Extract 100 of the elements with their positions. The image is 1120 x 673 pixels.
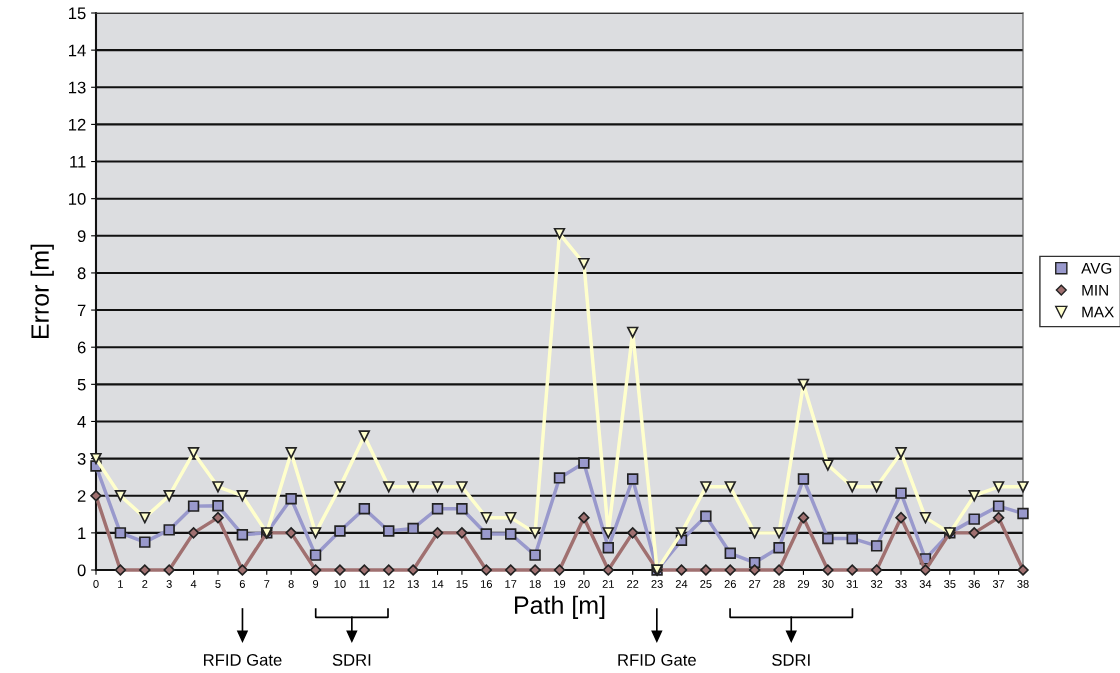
y-tick-label: 4 <box>77 416 86 428</box>
point <box>431 527 444 539</box>
point <box>285 527 297 539</box>
point <box>285 446 297 459</box>
x-tick-label: 13 <box>407 580 419 588</box>
y-tick-label: 3 <box>77 453 86 465</box>
x-tick-label: 1 <box>118 580 123 588</box>
point <box>358 503 371 515</box>
point <box>505 511 517 524</box>
point <box>334 525 346 537</box>
point <box>578 257 590 270</box>
x-tick-label: 20 <box>578 580 590 588</box>
point <box>822 532 834 545</box>
point <box>919 511 932 524</box>
point <box>578 511 590 524</box>
point <box>139 536 151 548</box>
y-tick-label: 13 <box>69 81 86 94</box>
point <box>505 528 517 540</box>
point <box>431 481 444 493</box>
x-tick-label: 31 <box>846 580 858 588</box>
point <box>529 564 541 576</box>
point <box>724 564 737 576</box>
y-tick-label: 0 <box>77 564 86 577</box>
x-tick-label: 9 <box>312 580 319 588</box>
x-tick-label: 21 <box>602 580 614 588</box>
point <box>480 564 493 576</box>
point <box>578 457 590 469</box>
point <box>90 452 102 465</box>
text: RFID Gate <box>204 653 282 666</box>
x-tick-label: 33 <box>895 580 907 588</box>
x-tick-label: 37 <box>992 580 1005 588</box>
point <box>383 481 395 493</box>
point <box>675 527 688 539</box>
point <box>1017 507 1029 520</box>
x-tick-label: 15 <box>456 580 468 588</box>
point <box>968 513 980 525</box>
point <box>139 511 151 524</box>
point <box>407 481 419 493</box>
point <box>724 481 736 493</box>
point <box>285 493 297 505</box>
point <box>797 511 810 524</box>
x-tick-label: 18 <box>529 580 541 588</box>
point <box>114 490 127 502</box>
point <box>553 227 566 240</box>
x-tick-label: 4 <box>190 580 197 588</box>
point <box>773 542 785 554</box>
point <box>212 481 224 493</box>
point <box>992 500 1005 512</box>
x-tick-label: 2 <box>142 580 148 588</box>
point <box>870 481 883 493</box>
y-tick-label: 9 <box>77 230 86 242</box>
point <box>114 564 127 576</box>
point <box>895 446 907 459</box>
point <box>480 511 493 524</box>
x-tick-label: 26 <box>724 580 736 588</box>
point <box>236 490 249 502</box>
point <box>553 472 566 484</box>
text: RFID Gate <box>618 653 696 666</box>
point <box>212 511 224 524</box>
y-tick-label: 8 <box>77 267 86 280</box>
point <box>358 430 371 442</box>
x-tick-label: 14 <box>432 580 444 588</box>
text: SDRI <box>772 653 810 666</box>
x-tick-label: 30 <box>822 580 834 588</box>
point <box>163 564 175 576</box>
y-tick-label: 12 <box>69 118 86 131</box>
point <box>383 525 395 537</box>
x-tick-label: 7 <box>264 580 270 588</box>
point <box>431 503 444 515</box>
point <box>822 564 834 576</box>
x-tick-label: 3 <box>166 580 172 588</box>
point <box>797 473 810 485</box>
point <box>846 564 858 576</box>
point <box>870 564 883 576</box>
y-tick-label: 5 <box>77 378 86 391</box>
x-tick-label: 22 <box>627 580 639 588</box>
point <box>382 564 395 576</box>
point <box>700 481 712 493</box>
point <box>992 481 1005 493</box>
y-tick-label: 1 <box>78 527 86 539</box>
point <box>529 549 541 561</box>
legend-label: MAX <box>1082 306 1114 318</box>
point <box>139 564 151 576</box>
x-tick-label: 6 <box>239 580 245 588</box>
y-tick-label: 15 <box>69 7 86 20</box>
legend-label: MIN <box>1082 284 1108 296</box>
x-tick-label: 17 <box>505 580 517 588</box>
point <box>309 527 322 539</box>
legend-label: AVG <box>1081 262 1112 274</box>
point <box>822 459 834 471</box>
point <box>163 524 175 536</box>
x-tick-label: 5 <box>215 580 221 588</box>
point <box>968 490 980 502</box>
point <box>309 564 322 576</box>
point <box>163 490 175 502</box>
y-tick-label: 14 <box>69 44 86 57</box>
point <box>602 564 615 576</box>
x-tick-label: 35 <box>944 580 956 588</box>
point <box>748 527 761 539</box>
point <box>870 540 883 552</box>
